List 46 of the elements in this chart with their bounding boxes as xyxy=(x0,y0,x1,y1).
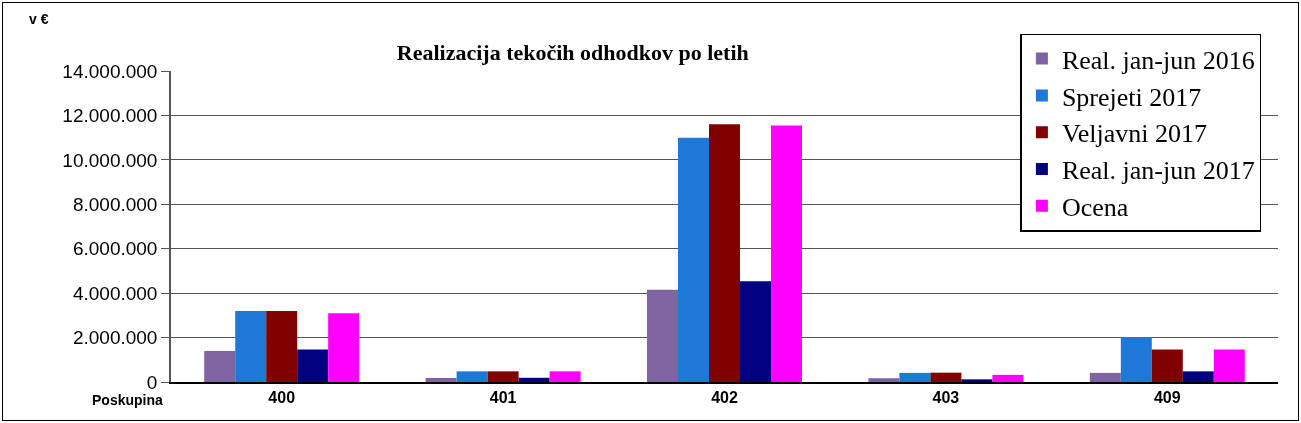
bar xyxy=(1213,349,1245,382)
legend-label: Veljavni 2017 xyxy=(1061,119,1208,149)
legend-label: Real. jan-jun 2016 xyxy=(1061,45,1255,75)
bar xyxy=(456,371,488,382)
bar xyxy=(1120,336,1152,382)
x-tick-label: 400 xyxy=(268,388,296,406)
bar xyxy=(266,310,298,382)
x-tick-label: 403 xyxy=(932,388,960,406)
x-tick-label: 402 xyxy=(711,388,738,406)
bar xyxy=(961,379,993,382)
chart-title: Realizacija tekočih odhodkov po letih xyxy=(396,40,749,66)
y-tick-label: 8.000.000 xyxy=(72,193,158,215)
bar xyxy=(740,281,771,382)
bar xyxy=(549,371,581,382)
y-tick-label: 2.000.000 xyxy=(72,327,158,349)
bar xyxy=(487,371,519,382)
bar xyxy=(328,313,360,382)
legend-label: Real. jan-jun 2017 xyxy=(1061,156,1255,186)
bar xyxy=(770,125,802,382)
y-tick-label: 10.000.000 xyxy=(62,149,158,171)
y-tick-label: 6.000.000 xyxy=(72,238,158,260)
bar xyxy=(235,310,267,382)
x-axis-title: Poskupina xyxy=(92,392,164,408)
bar xyxy=(709,124,740,382)
y-axis-title: v € xyxy=(29,11,49,27)
legend-label: Ocena xyxy=(1061,192,1129,222)
legend-label: Sprejeti 2017 xyxy=(1061,82,1202,112)
x-tick-label: 401 xyxy=(489,388,517,406)
bar xyxy=(425,378,457,382)
y-tick-label: 0 xyxy=(146,371,158,393)
bar xyxy=(647,289,679,382)
bar xyxy=(678,137,709,382)
bar xyxy=(868,378,900,382)
bar xyxy=(930,372,962,382)
bar xyxy=(204,350,236,382)
bar xyxy=(297,349,329,382)
bar xyxy=(1151,349,1183,382)
bar xyxy=(1089,372,1121,382)
bar xyxy=(992,374,1024,382)
y-tick-label: 14.000.000 xyxy=(62,60,158,82)
bar xyxy=(518,377,550,382)
x-tick-label: 409 xyxy=(1153,388,1181,406)
bar xyxy=(899,372,931,382)
y-tick-label: 12.000.000 xyxy=(62,105,158,127)
y-tick-label: 4.000.000 xyxy=(72,282,158,304)
bar xyxy=(1182,371,1214,382)
